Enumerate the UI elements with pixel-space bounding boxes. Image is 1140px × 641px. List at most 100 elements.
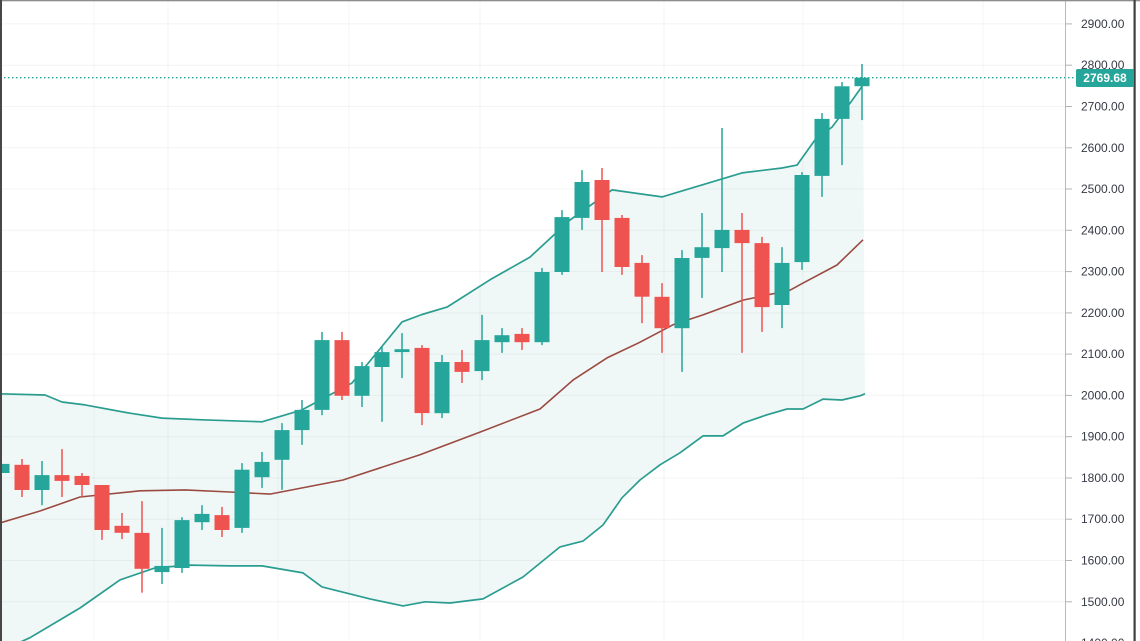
candle-body bbox=[494, 335, 510, 343]
price-axis-label-1600.00: 1600.00 bbox=[1081, 554, 1125, 568]
price-axis-label-1900.00: 1900.00 bbox=[1081, 430, 1125, 444]
candle-body bbox=[94, 485, 110, 530]
price-axis-label-2800.00: 2800.00 bbox=[1081, 58, 1125, 72]
candle-body bbox=[734, 229, 750, 244]
candle-40-up bbox=[774, 247, 790, 329]
candle-11-up bbox=[194, 505, 210, 530]
price-axis-label-2600.00: 2600.00 bbox=[1081, 141, 1125, 155]
candle-body bbox=[134, 532, 150, 569]
candle-body bbox=[34, 475, 50, 490]
candle-10-up bbox=[174, 517, 190, 573]
candle-body bbox=[794, 175, 810, 263]
candle-42-up bbox=[814, 113, 830, 197]
candle-body bbox=[334, 340, 350, 396]
candle-4-down bbox=[54, 449, 70, 497]
last-price-badge: 2769.68 bbox=[1076, 69, 1134, 87]
candle-44-up bbox=[854, 64, 870, 121]
candle-body bbox=[814, 118, 830, 176]
window-left-border bbox=[0, 0, 2, 641]
candle-3-up bbox=[34, 461, 50, 506]
candle-body bbox=[274, 430, 290, 460]
window-top-border bbox=[0, 0, 1140, 2]
candle-body bbox=[834, 86, 850, 119]
candle-6-down bbox=[94, 485, 110, 540]
candle-43-up bbox=[834, 82, 850, 166]
candle-19-up bbox=[354, 362, 370, 407]
price-axis-label-1800.00: 1800.00 bbox=[1081, 471, 1125, 485]
candle-body bbox=[774, 262, 790, 305]
candle-body bbox=[394, 349, 410, 353]
price-axis-label-2100.00: 2100.00 bbox=[1081, 347, 1125, 361]
candle-38-down bbox=[734, 213, 750, 353]
candle-30-up bbox=[574, 170, 590, 230]
candle-body bbox=[534, 272, 550, 343]
bollinger-band-fill bbox=[0, 85, 865, 641]
candle-36-up bbox=[694, 213, 710, 298]
window-right-border bbox=[1133, 0, 1136, 641]
candle-body bbox=[0, 463, 10, 473]
candle-39-down bbox=[754, 236, 770, 332]
candle-body bbox=[634, 262, 650, 297]
candle-body bbox=[654, 296, 670, 329]
candle-body bbox=[554, 217, 570, 272]
candle-body bbox=[74, 475, 90, 485]
candle-28-up bbox=[534, 267, 550, 346]
candle-body bbox=[174, 520, 190, 568]
candle-35-up bbox=[674, 250, 690, 372]
candle-body bbox=[254, 461, 270, 478]
candle-body bbox=[414, 347, 430, 414]
candle-body bbox=[714, 229, 730, 249]
price-axis-label-2000.00: 2000.00 bbox=[1081, 388, 1125, 402]
candle-7-down bbox=[114, 513, 130, 540]
candle-body bbox=[354, 366, 370, 396]
candle-17-up bbox=[314, 331, 330, 416]
candle-15-up bbox=[274, 423, 290, 490]
candle-27-down bbox=[514, 328, 530, 350]
price-axis-label-2300.00: 2300.00 bbox=[1081, 265, 1125, 279]
candle-body bbox=[294, 409, 310, 431]
price-axis-label-1400.00: 1400.00 bbox=[1081, 636, 1125, 641]
candle-body bbox=[614, 217, 630, 267]
candle-body bbox=[374, 352, 390, 367]
candle-body bbox=[114, 525, 130, 533]
price-axis-label-2500.00: 2500.00 bbox=[1081, 182, 1125, 196]
candle-8-down bbox=[134, 501, 150, 593]
candle-body bbox=[154, 565, 170, 573]
price-axis-label-2700.00: 2700.00 bbox=[1081, 100, 1125, 114]
candle-body bbox=[214, 515, 230, 530]
price-axis-label-1700.00: 1700.00 bbox=[1081, 512, 1125, 526]
candle-20-up bbox=[374, 347, 390, 422]
candle-23-up bbox=[434, 355, 450, 419]
candle-body bbox=[194, 513, 210, 523]
price-axis-label-2400.00: 2400.00 bbox=[1081, 223, 1125, 237]
candle-41-up bbox=[794, 172, 810, 270]
price-axis-label-1500.00: 1500.00 bbox=[1081, 595, 1125, 609]
candle-25-up bbox=[474, 314, 490, 381]
candle-32-down bbox=[614, 215, 630, 275]
candle-9-up bbox=[154, 527, 170, 584]
candle-body bbox=[854, 77, 870, 87]
candle-body bbox=[234, 469, 250, 528]
candle-31-down bbox=[594, 168, 610, 272]
candle-body bbox=[754, 243, 770, 308]
candle-29-up bbox=[554, 210, 570, 275]
bollinger-lower-band-line bbox=[20, 393, 866, 641]
bollinger-upper-band-line bbox=[0, 84, 864, 423]
candle-34-down bbox=[654, 283, 670, 353]
candle-body bbox=[454, 362, 470, 372]
candle-13-up bbox=[234, 463, 250, 533]
candle-body bbox=[674, 258, 690, 329]
candle-body bbox=[14, 464, 30, 490]
candle-2-down bbox=[14, 459, 30, 497]
candle-18-down bbox=[334, 331, 350, 400]
candle-22-down bbox=[414, 345, 430, 426]
candle-21-up bbox=[394, 333, 410, 379]
bollinger-basis-line bbox=[0, 239, 864, 524]
candle-5-down bbox=[74, 473, 90, 497]
candle-26-up bbox=[494, 328, 510, 353]
candle-body bbox=[514, 333, 530, 343]
candle-33-down bbox=[634, 255, 650, 324]
candle-body bbox=[314, 340, 330, 410]
price-axis-label-2900.00: 2900.00 bbox=[1081, 17, 1125, 31]
